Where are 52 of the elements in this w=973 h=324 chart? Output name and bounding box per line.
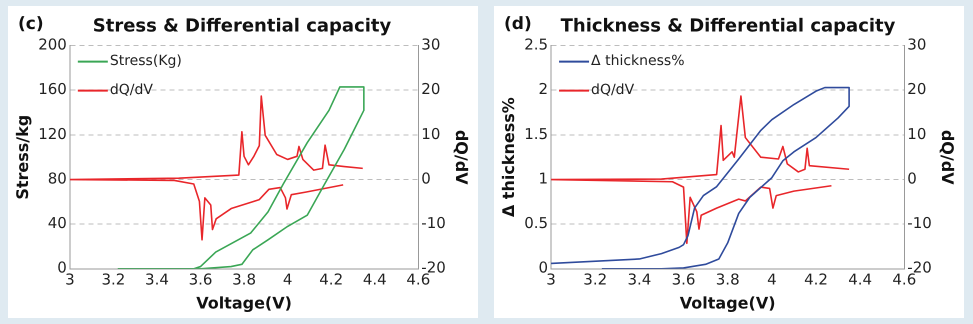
x-axis-title: Voltage(V) <box>680 294 776 313</box>
text: (c) <box>18 14 44 34</box>
legend-label: Stress(Kg) <box>110 53 182 70</box>
x-tick-label: 3.6 <box>188 270 212 289</box>
x-tick-label: 3.2 <box>583 270 608 289</box>
y-tick-label: 200 <box>38 35 67 54</box>
y2-tick-label: 0 <box>421 169 431 188</box>
y-tick-label: 160 <box>38 80 67 98</box>
x-tick-label: 4 <box>282 270 292 289</box>
y-tick-label: 2.5 <box>524 35 548 54</box>
y-axis-title: Δ thickness% <box>498 97 518 218</box>
y2-tick-label: 0 <box>907 169 917 188</box>
y-tick-label: 0 <box>57 258 67 277</box>
x-axis-title: Voltage(V) <box>196 294 292 313</box>
legend-label: Δ thickness% <box>591 53 685 70</box>
y-tick-label: 1 <box>538 169 548 188</box>
y-tick-label: 120 <box>38 124 67 143</box>
y-tick-label: 2 <box>538 80 548 98</box>
y2-tick-label: -10 <box>907 214 932 232</box>
y2-tick-label: 30 <box>421 35 440 54</box>
y2-tick-label: 30 <box>907 35 926 54</box>
y-tick-label: 40 <box>48 214 67 232</box>
x-tick-label: 4.4 <box>362 270 387 289</box>
x-tick-label: 3 <box>546 270 556 289</box>
chart-title: Thickness & Differential capacity <box>560 15 896 36</box>
x-tick-label: 3.4 <box>145 270 169 289</box>
x-tick-label: 4.2 <box>319 270 344 289</box>
x-tick-label: 4 <box>767 270 777 289</box>
legend-label: dQ/dV <box>110 82 154 98</box>
y2-tick-label: 10 <box>907 124 926 143</box>
x-tick-label: 4.2 <box>804 270 828 289</box>
x-tick-label: 3.4 <box>627 270 652 289</box>
y-tick-label: 0 <box>538 258 548 277</box>
y-tick-label: 1.5 <box>524 124 548 143</box>
x-tick-label: 3.2 <box>101 270 126 289</box>
chart-title: Stress & Differential capacity <box>92 15 392 36</box>
y2-axis-title: dQ/dV <box>938 130 958 186</box>
legend-label: dQ/dV <box>591 82 635 98</box>
y-axis-title: Stress/kg <box>12 114 32 200</box>
x-tick-label: 4.4 <box>848 270 872 289</box>
x-tick-label: 3 <box>65 270 75 289</box>
y2-tick-label: -10 <box>421 214 446 232</box>
y2-tick-label: 20 <box>907 80 926 98</box>
y2-tick-label: 10 <box>421 124 440 143</box>
x-tick-label: 3.8 <box>232 270 256 289</box>
x-tick-label: 3.8 <box>716 270 740 289</box>
y2-tick-label: 20 <box>421 80 440 98</box>
y2-axis-title: dQ/dV <box>452 130 472 186</box>
y-tick-label: 0.5 <box>524 214 548 232</box>
y-tick-label: 80 <box>48 169 67 188</box>
x-tick-label: 3.6 <box>672 270 696 289</box>
text: (d) <box>504 14 532 34</box>
